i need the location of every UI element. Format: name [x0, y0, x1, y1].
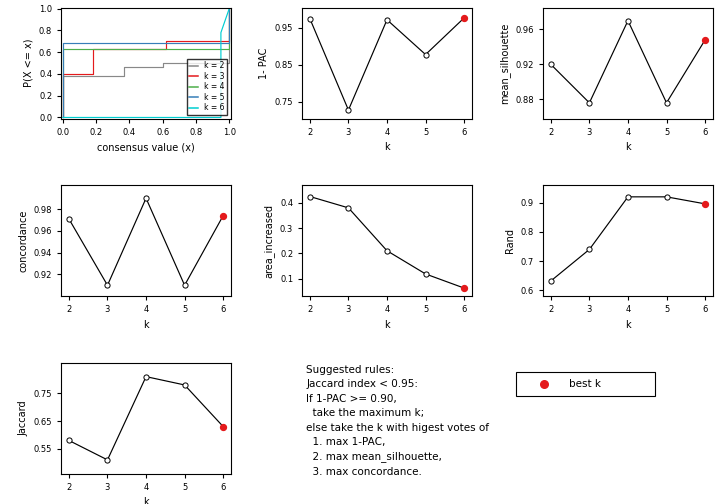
Text: Suggested rules:
Jaccard index < 0.95:
If 1-PAC >= 0.90,
  take the maximum k;
e: Suggested rules: Jaccard index < 0.95: I…: [306, 365, 490, 477]
X-axis label: k: k: [143, 497, 149, 504]
Point: [343, 204, 354, 212]
Point: [699, 200, 711, 208]
Y-axis label: mean_silhouette: mean_silhouette: [499, 22, 510, 104]
Point: [545, 60, 557, 69]
X-axis label: k: k: [143, 320, 149, 330]
Point: [102, 456, 113, 464]
Point: [420, 50, 431, 58]
Bar: [516, 371, 655, 396]
Point: [63, 215, 75, 223]
Point: [622, 17, 634, 25]
Point: [622, 193, 634, 201]
Y-axis label: area_increased: area_increased: [264, 204, 274, 278]
X-axis label: k: k: [625, 142, 631, 152]
Point: [217, 212, 229, 220]
Point: [545, 277, 557, 285]
Point: [584, 245, 595, 254]
Point: [179, 381, 190, 389]
Y-axis label: Jaccard: Jaccard: [18, 401, 28, 436]
Point: [343, 106, 354, 114]
Point: [217, 422, 229, 430]
Point: [382, 247, 393, 255]
X-axis label: k: k: [384, 320, 390, 330]
Point: [699, 36, 711, 44]
Point: [304, 193, 315, 201]
X-axis label: k: k: [625, 320, 631, 330]
Y-axis label: 1- PAC: 1- PAC: [259, 47, 269, 79]
Point: [140, 194, 152, 202]
Point: [102, 281, 113, 289]
Point: [63, 436, 75, 445]
Y-axis label: concordance: concordance: [18, 210, 28, 272]
Point: [140, 372, 152, 381]
X-axis label: consensus value (x): consensus value (x): [97, 142, 195, 152]
Point: [584, 99, 595, 107]
Point: [304, 15, 315, 23]
Y-axis label: P(X <= x): P(X <= x): [23, 39, 33, 87]
Point: [179, 281, 190, 289]
Point: [382, 16, 393, 24]
Point: [459, 284, 470, 292]
X-axis label: k: k: [384, 142, 390, 152]
Point: [661, 99, 672, 107]
Text: best k: best k: [569, 379, 601, 389]
Point: [661, 193, 672, 201]
Point: [459, 14, 470, 22]
Point: [539, 380, 550, 388]
Point: [420, 270, 431, 278]
Y-axis label: Rand: Rand: [505, 228, 516, 253]
Legend: k = 2, k = 3, k = 4, k = 5, k = 6: k = 2, k = 3, k = 4, k = 5, k = 6: [186, 59, 227, 115]
